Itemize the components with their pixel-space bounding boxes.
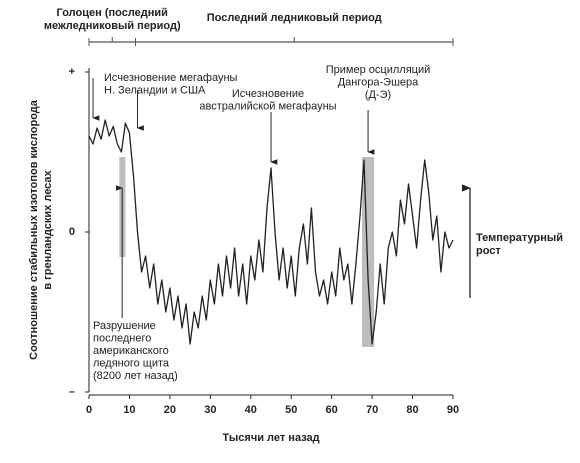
annotation-text: последнего: [93, 332, 151, 344]
x-tick-label: 10: [123, 404, 135, 416]
x-tick-label: 80: [406, 404, 418, 416]
data-line: [88, 119, 454, 345]
annotation-text: американского: [93, 345, 169, 357]
side-note: рост: [476, 245, 501, 257]
side-note: Температурный: [476, 232, 563, 244]
annotation-text: ледяного щита: [93, 357, 170, 369]
annotation-text: Разрушение: [93, 320, 156, 332]
period-label: Голоцен (последний: [57, 7, 168, 19]
period-label: межледниковый период): [44, 20, 181, 32]
annotation-text: Дангора-Эшера: [338, 76, 419, 88]
x-tick-label: 60: [326, 404, 338, 416]
x-tick-label: 0: [86, 404, 92, 416]
x-tick-label: 20: [164, 404, 176, 416]
y-tick-label: 0: [69, 226, 75, 238]
annotation-text: Исчезновение мегафауны: [104, 72, 238, 84]
period-label: Последний ледниковый период: [207, 12, 382, 24]
annotation-text: австралийской мегафауны: [199, 100, 336, 112]
x-tick-label: 70: [366, 404, 378, 416]
highlight-band: [362, 157, 375, 347]
annotation-text: Н. Зеландии и США: [104, 84, 206, 96]
y-tick-label: –: [69, 386, 75, 398]
annotation-text: (Д-Э): [365, 89, 391, 101]
y-tick-label: +: [69, 66, 75, 78]
y-axis-label: в гренландских лесах: [42, 169, 54, 289]
annotation-text: Пример осцилляций: [326, 64, 430, 76]
annotation-text: (8200 лет назад): [93, 370, 178, 382]
x-tick-label: 50: [285, 404, 297, 416]
annotation-text: Исчезновение: [232, 88, 304, 100]
x-tick-label: 30: [204, 404, 216, 416]
x-axis-label: Тысячи лет назад: [222, 432, 319, 444]
y-axis-label: Соотношение стабильных изотопов кислород…: [28, 99, 40, 360]
x-tick-label: 90: [447, 404, 459, 416]
x-tick-label: 40: [245, 404, 257, 416]
